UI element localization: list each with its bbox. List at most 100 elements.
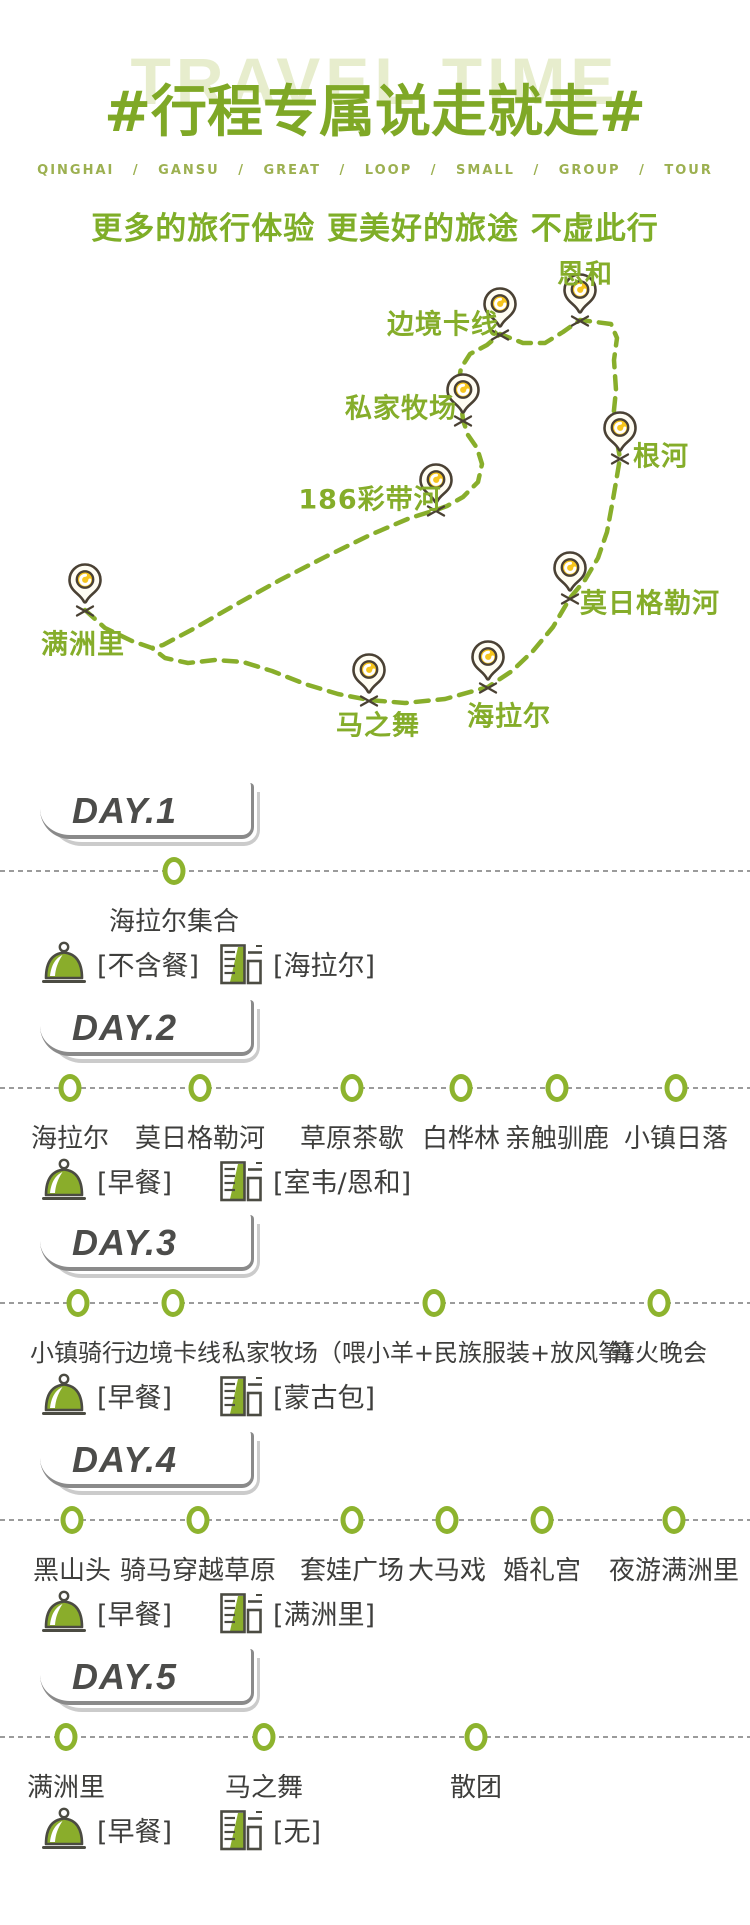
timeline-node-icon: [340, 1506, 364, 1534]
watermark-text: TRAVEL TIME: [130, 44, 620, 118]
map-pin-label: 186彩带河: [298, 484, 442, 516]
map-pin-label: 私家牧场: [345, 393, 457, 425]
meal-label: [早餐]: [97, 1167, 173, 1199]
stop-label: 马之舞: [224, 1773, 304, 1803]
timeline-node-icon: [647, 1289, 671, 1317]
timeline-node-icon: [60, 1506, 84, 1534]
map-pin-label: 满洲里: [41, 629, 125, 661]
timeline-node-icon: [664, 1074, 688, 1102]
day-header-box: DAY.1: [40, 783, 260, 846]
stop-label: 私家牧场（喂小羊+民族服装+放风筝）: [221, 1339, 647, 1367]
map-pin-icon: [471, 640, 505, 685]
timeline-node-icon: [530, 1506, 554, 1534]
day-section-5: DAY.5 满洲里 马之舞 散团 [早餐] [无]: [0, 1649, 750, 1864]
timeline-node-icon: [545, 1074, 569, 1102]
timeline-dashed-line: [0, 1519, 750, 1521]
day-header-frame: [40, 783, 254, 839]
meal-row: [早餐] [无]: [40, 1803, 321, 1855]
timeline-node-icon: [662, 1506, 686, 1534]
meal-icon: [40, 1589, 88, 1635]
hotel-icon: [218, 1156, 264, 1204]
stop-label: 海拉尔: [30, 1124, 110, 1154]
stop-label: 黑山头: [32, 1556, 112, 1586]
route-dashed-path: [82, 317, 623, 706]
pin-anchor-cross-icon: [489, 327, 511, 341]
map-pin-icon: [563, 273, 597, 318]
stop-label: 亲触驯鹿: [504, 1124, 610, 1154]
day-section-2: DAY.2 海拉尔 莫日格勒河 草原茶歇 白桦林 亲触驯鹿 小镇日落 [早餐] [室韦/恩…: [0, 1000, 750, 1215]
hotel-icon: [218, 1371, 264, 1419]
route-map: 恩和 边境卡线 私家牧场 根河 186彩带河 莫日格勒河: [0, 250, 750, 783]
day-header-shadow: [48, 1009, 260, 1063]
stay-label: [蒙古包]: [273, 1382, 376, 1414]
pin-anchor-cross-icon: [74, 603, 96, 617]
pin-anchor-cross-icon: [609, 451, 631, 465]
stop-label: 夜游满洲里: [608, 1556, 740, 1586]
day-section-1: DAY.1 海拉尔集合 [不含餐] [海拉尔]: [0, 783, 750, 998]
day-header-box: DAY.3: [40, 1215, 260, 1278]
timeline-node-icon: [435, 1506, 459, 1534]
day-section-4: DAY.4 黑山头 骑马穿越草原 套娃广场 大马戏 婚礼宫 夜游满洲里 [早餐] [满洲里…: [0, 1432, 750, 1647]
meal-row: [不含餐] [海拉尔]: [40, 937, 375, 989]
map-pin-icon: [603, 411, 637, 456]
stay-label: [满洲里]: [273, 1599, 376, 1631]
pin-anchor-cross-icon: [452, 413, 474, 427]
map-pin-icon: [419, 463, 453, 508]
day-header-frame: [40, 1215, 254, 1271]
timeline-dashed-line: [0, 1302, 750, 1304]
day-header-box: DAY.2: [40, 1000, 260, 1063]
meal-label: [早餐]: [97, 1382, 173, 1414]
stop-label: 满洲里: [26, 1773, 106, 1803]
stop-label: 大马戏: [407, 1556, 487, 1586]
timeline-dashed-line: [0, 1736, 750, 1738]
meal-label: [早餐]: [97, 1816, 173, 1848]
day-label: DAY.5: [72, 1656, 178, 1697]
day-label: DAY.1: [72, 790, 178, 831]
day-header-frame: [40, 1000, 254, 1056]
subtitle-text: QINGHAI / GANSU / GREAT / LOOP / SMALL /…: [37, 163, 713, 178]
stop-label: 海拉尔集合: [108, 907, 240, 937]
pin-anchor-cross-icon: [358, 693, 380, 707]
stop-label: 骑马穿越草原: [119, 1556, 277, 1586]
timeline-dashed-line: [0, 1087, 750, 1089]
day-section-3: DAY.3 小镇骑行 边境卡线 私家牧场（喂小羊+民族服装+放风筝） 篝火晚会 [早餐…: [0, 1215, 750, 1430]
map-pin-icon: [352, 653, 386, 698]
tagline-text: 更多的旅行体验 更美好的旅途 不虚此行: [91, 211, 659, 247]
day-header-box: DAY.4: [40, 1432, 260, 1495]
stop-label: 套娃广场: [299, 1556, 405, 1586]
timeline-node-icon: [54, 1723, 78, 1751]
day-header-shadow: [48, 1224, 260, 1278]
pin-anchor-cross-icon: [477, 680, 499, 694]
stay-label: [室韦/恩和]: [273, 1167, 412, 1199]
timeline-node-icon: [66, 1289, 90, 1317]
map-pin-icon: [483, 287, 517, 332]
timeline-dashed-line: [0, 870, 750, 872]
map-pin-icon: [553, 551, 587, 596]
meal-row: [早餐] [室韦/恩和]: [40, 1154, 411, 1206]
day-header-shadow: [48, 1658, 260, 1712]
meal-icon: [40, 1157, 88, 1203]
day-header-frame: [40, 1432, 254, 1488]
day-label: DAY.4: [72, 1439, 178, 1480]
hotel-icon: [218, 1588, 264, 1636]
meal-icon: [40, 940, 88, 986]
timeline-node-icon: [186, 1506, 210, 1534]
map-pin-icon: [68, 563, 102, 608]
map-pin-label: 海拉尔: [467, 701, 551, 733]
timeline-node-icon: [449, 1074, 473, 1102]
hotel-icon: [218, 1805, 264, 1853]
stop-label: 小镇骑行: [30, 1339, 126, 1367]
timeline-node-icon: [340, 1074, 364, 1102]
day-header-shadow: [48, 792, 260, 846]
day-header-frame: [40, 1649, 254, 1705]
stop-label: 白桦林: [421, 1124, 501, 1154]
timeline-node-icon: [252, 1723, 276, 1751]
timeline-node-icon: [161, 1289, 185, 1317]
day-header-shadow: [48, 1441, 260, 1495]
map-pin-label: 根河: [633, 441, 689, 473]
timeline-node-icon: [162, 857, 186, 885]
stop-label: 边境卡线: [125, 1339, 221, 1367]
stop-label: 婚礼宫: [502, 1556, 582, 1586]
day-label: DAY.3: [72, 1222, 178, 1263]
stay-label: [无]: [273, 1816, 322, 1848]
